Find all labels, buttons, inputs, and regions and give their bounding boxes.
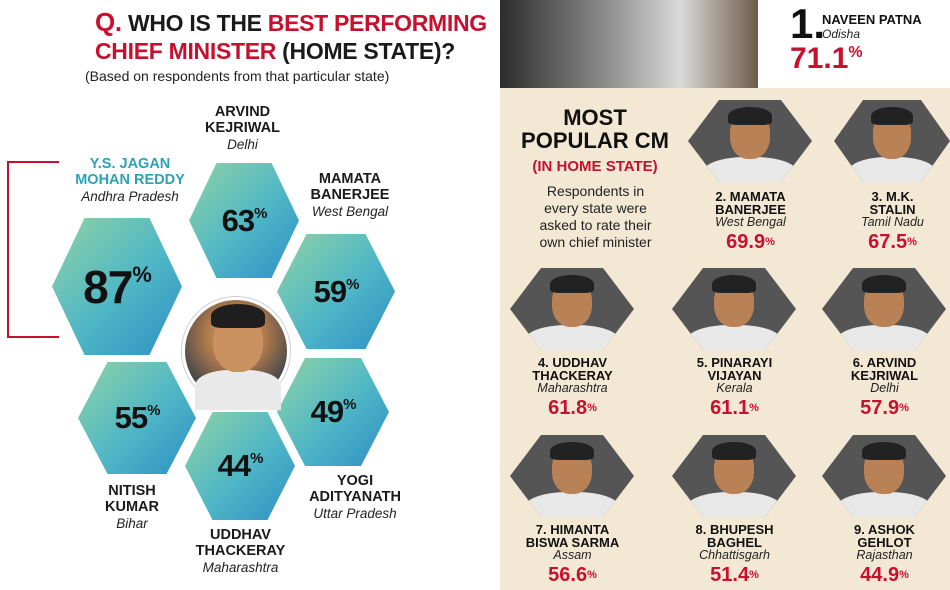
- cm-caption-uddhav: 4. UDDHAV THACKERAY Maharashtra 61.8%: [532, 355, 613, 419]
- cm-caption-mamata: 2. MAMATA BANERJEE West Bengal 69.9%: [715, 189, 786, 253]
- hex-yogi: 49%: [277, 358, 389, 466]
- photo-mamata: [688, 100, 812, 182]
- rank1-number: 1.: [790, 0, 826, 47]
- cm-caption-gehlot: 9. ASHOK GEHLOT Rajasthan 44.9%: [854, 522, 915, 586]
- right-infographic: 1. NAVEEN PATNA Odisha 71.1% MOST POPULA…: [500, 0, 950, 590]
- question-title: Q. WHO IS THE BEST PERFORMING CHIEF MINI…: [95, 7, 487, 64]
- leader-label-jagan: Y.S. JAGAN MOHAN REDDY Andhra Pradesh: [75, 156, 185, 204]
- hex-uddhav: 44%: [185, 412, 295, 520]
- photo-gehlot: [822, 435, 946, 517]
- cm-caption-himanta: 7. HIMANTA BISWA SARMA Assam 56.6%: [525, 522, 620, 586]
- leader-label-yogi: YOGI ADITYANATH Uttar Pradesh: [309, 473, 401, 521]
- cm-caption-bhupesh: 8. BHUPESH BAGHEL Chhattisgarh 51.4%: [695, 522, 774, 586]
- hex-kejriwal: 63%: [189, 163, 299, 278]
- photo-stalin: [834, 100, 950, 182]
- leader-label-nitish: NITISH KUMAR Bihar: [105, 483, 159, 531]
- hex-jagan: 87%: [52, 218, 182, 355]
- highlight-bracket: [7, 161, 59, 338]
- most-popular-subtitle: (IN HOME STATE): [532, 158, 658, 175]
- leader-label-mamata: MAMATA BANERJEE West Bengal: [310, 171, 390, 219]
- photo-kejriwal: [822, 268, 946, 350]
- rank1-box: [758, 0, 950, 88]
- hex-nitish: 55%: [78, 362, 196, 474]
- left-infographic: Q. WHO IS THE BEST PERFORMING CHIEF MINI…: [7, 7, 488, 575]
- most-popular-title: MOST POPULAR CM: [521, 105, 669, 153]
- rank1-state: Odisha: [822, 27, 861, 41]
- question-subtitle: (Based on respondents from that particul…: [85, 68, 390, 84]
- photo-pinarayi: [672, 268, 796, 350]
- most-popular-description: Respondents in every state were asked to…: [539, 183, 652, 250]
- leader-label-kejriwal: ARVIND KEJRIWAL Delhi: [205, 104, 280, 152]
- leader-label-uddhav: UDDHAV THACKERAY Maharashtra: [195, 527, 286, 575]
- cm-caption-stalin: 3. M.K. STALIN Tamil Nadu 67.5%: [861, 189, 924, 253]
- cm-caption-pinarayi: 5. PINARAYI VIJAYAN Kerala 61.1%: [696, 355, 773, 419]
- photo-uddhav: [510, 268, 634, 350]
- jagan-photo: [182, 297, 290, 410]
- photo-bhupesh: [672, 435, 796, 517]
- rank1-name: NAVEEN PATNA: [822, 12, 922, 27]
- cm-caption-kejriwal: 6. ARVIND KEJRIWAL Delhi 57.9%: [850, 355, 919, 419]
- photo-himanta: [510, 435, 634, 517]
- rank1-pct: 71.1%: [790, 42, 863, 75]
- top-photo: [500, 0, 758, 88]
- hex-mamata: 59%: [277, 234, 395, 349]
